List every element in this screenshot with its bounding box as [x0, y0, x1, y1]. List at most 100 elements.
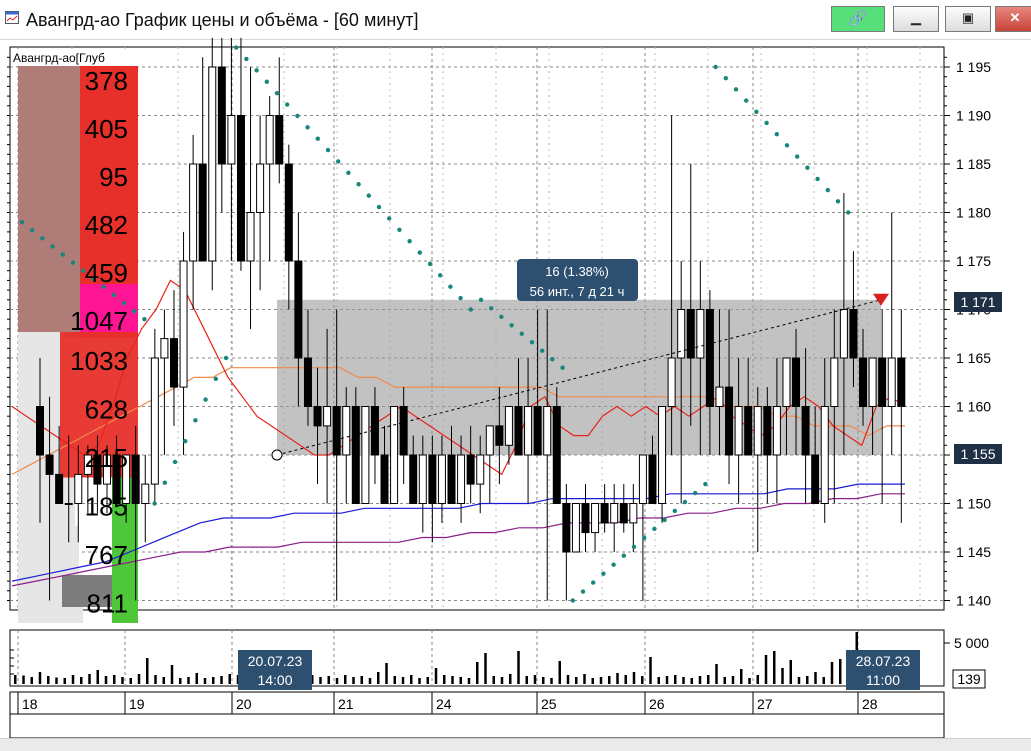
sar-dot	[489, 306, 494, 311]
volume-bar	[624, 675, 627, 684]
candle-body	[399, 406, 408, 456]
close-button[interactable]: ✕	[995, 6, 1031, 32]
candle	[504, 406, 513, 465]
candle	[600, 484, 609, 533]
volume-bar	[830, 662, 834, 684]
volume-bar	[715, 664, 718, 684]
candle-body	[55, 473, 64, 504]
candle	[150, 328, 159, 504]
candle	[610, 484, 619, 552]
time-axis[interactable]: 18 19 20 21 24 25 26 27 28	[9, 691, 945, 739]
sar-dot	[305, 125, 310, 130]
volume-bar	[344, 675, 347, 684]
sar-dot	[774, 131, 779, 137]
volume-bar	[525, 676, 528, 684]
sar-dot	[631, 544, 637, 549]
cursor-label-right-time: 11:00	[866, 672, 900, 688]
secondary-price-marker: 1 155	[954, 444, 1002, 464]
orderbook-depth-bar	[62, 575, 112, 607]
candle-body	[332, 406, 341, 456]
candle	[801, 348, 810, 504]
sar-dot	[611, 562, 616, 567]
volume-bar	[764, 655, 768, 684]
price-tick-label: 1 150	[956, 496, 991, 512]
candle	[323, 328, 332, 504]
volume-bar	[542, 677, 545, 684]
sar-dot	[550, 357, 555, 362]
sar-dot	[733, 87, 739, 92]
sar-dot	[805, 165, 810, 170]
chart-scroll-area[interactable]	[9, 713, 945, 739]
volume-bar	[649, 657, 652, 684]
sar-dot	[397, 227, 402, 232]
parabolic-sar-series	[19, 45, 851, 603]
candle	[294, 212, 303, 407]
candle	[179, 231, 188, 455]
candle	[715, 309, 724, 455]
volume-bar	[360, 676, 363, 684]
candle	[772, 358, 781, 504]
candle-body	[102, 454, 111, 485]
candle	[390, 406, 399, 504]
sar-dot	[662, 517, 667, 523]
sar-dot	[438, 273, 443, 278]
minimize-button[interactable]: ▁	[893, 6, 939, 32]
sar-dot	[744, 98, 749, 103]
orderbook-sell-volume: 482	[85, 210, 128, 240]
candle	[619, 484, 628, 533]
orderbook-depth-bar	[18, 194, 80, 242]
sar-dot	[540, 348, 545, 353]
sar-dot	[346, 170, 351, 176]
volume-bar	[731, 676, 735, 684]
candle-body	[581, 503, 590, 534]
candle-body	[667, 357, 676, 407]
sar-dot	[703, 481, 708, 487]
sar-dot	[111, 292, 117, 298]
candle	[141, 455, 150, 543]
volume-panel[interactable]	[9, 629, 945, 687]
volume-bar	[311, 675, 314, 684]
candle-body	[887, 357, 896, 407]
candle	[581, 484, 590, 552]
chart-window-icon	[5, 11, 19, 24]
time-axis-label: 18	[22, 696, 38, 712]
price-panel[interactable]: 378 405 95 482 459 1047 1033 628 215 185 767 811 Ав…	[9, 37, 945, 623]
sar-dot	[274, 90, 280, 96]
volume-bar	[113, 675, 116, 684]
candle	[74, 445, 83, 543]
volume-bar	[566, 675, 570, 684]
maximize-button[interactable]: ▣	[945, 6, 991, 32]
sar-dot	[846, 210, 851, 215]
candle-body	[591, 503, 600, 534]
candle-body	[753, 406, 762, 456]
volume-bar	[674, 675, 677, 684]
candle-body	[734, 406, 743, 456]
candle-body	[131, 454, 140, 504]
candle	[820, 358, 829, 523]
candle	[437, 435, 446, 523]
candle	[571, 503, 580, 553]
volume-bar	[467, 678, 471, 684]
sar-dot	[713, 64, 718, 70]
link-button[interactable]: 🔗	[831, 6, 885, 32]
candle	[782, 357, 791, 455]
volume-bar	[30, 677, 33, 684]
candle-body	[485, 425, 494, 456]
candle-body	[74, 473, 83, 504]
sar-dot	[376, 204, 382, 210]
candle	[686, 164, 695, 426]
candle-body	[533, 406, 542, 456]
volume-bar	[492, 676, 495, 684]
volume-bar	[129, 678, 132, 684]
info-tooltip-change: 16 (1.38%)	[545, 264, 609, 279]
candle	[524, 358, 533, 504]
current-price-bg	[954, 292, 1002, 312]
volume-bar	[212, 677, 215, 684]
orderbook-depth-bar	[18, 146, 80, 194]
ma-slow-blue-line	[11, 483, 905, 582]
candle-body	[514, 406, 523, 456]
candle	[543, 309, 552, 601]
volume-bar	[756, 675, 759, 684]
candle	[696, 261, 705, 455]
